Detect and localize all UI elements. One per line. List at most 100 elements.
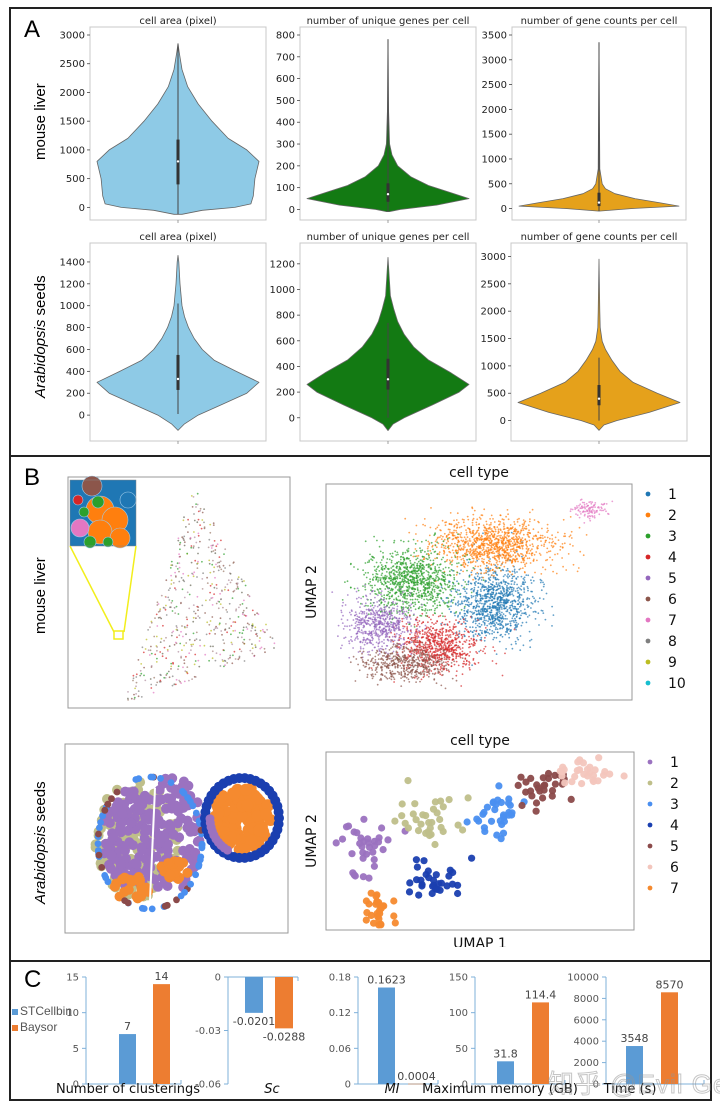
- watermark: 知乎 @Evil Genius: [547, 1069, 720, 1100]
- x-axis-label: MI: [384, 1082, 399, 1097]
- legend-swatch-baysor: [12, 1024, 18, 1031]
- y-tick-label: 500: [487, 389, 506, 400]
- y-tick-label: 0.12: [329, 1008, 351, 1019]
- y-tick-label: 0: [345, 1080, 351, 1091]
- violin-plots: cell area (pixel)05001000150020002500300…: [60, 16, 688, 444]
- y-tick-label: 400: [66, 367, 85, 378]
- legend-label-6: 6: [670, 860, 679, 876]
- y-tick-label: 2000: [481, 307, 506, 318]
- cluster-1: [332, 815, 409, 882]
- violin-chart-a2: number of unique genes per cell 0 100 200 30…: [276, 16, 477, 223]
- y-tick-label: 500: [66, 174, 85, 185]
- y-tick-label: 0.06: [329, 1044, 351, 1055]
- y-tick-label: 1000: [60, 301, 85, 312]
- inset-border: [69, 479, 137, 547]
- y-tick-label: 400: [276, 362, 295, 373]
- bar-chart-c5: 0 2000 4000 6000 8000 10000 3548 8570 Time (s): [567, 973, 705, 1097]
- legend-marker-4: [647, 822, 653, 828]
- legend-label-1: 1: [670, 755, 679, 771]
- inset-cell: [81, 475, 103, 497]
- y-tick-label: 2500: [481, 279, 506, 290]
- y-tick-label: 3000: [482, 55, 507, 66]
- umap-legend: 1 2 3 4 5 6 7: [647, 755, 679, 897]
- y-tick-label: 10000: [567, 973, 599, 984]
- zoom-inset: [69, 475, 137, 549]
- y-tick-label: 2000: [482, 105, 507, 116]
- legend-marker-5: [645, 575, 651, 581]
- legend-label-stcellbin: STCellbin: [20, 1004, 73, 1018]
- seed-cells: [90, 773, 284, 913]
- umap-points: [332, 754, 628, 929]
- y-tick-label: 4000: [574, 1037, 599, 1048]
- legend-marker-3: [647, 801, 653, 807]
- legend-label-2: 2: [668, 508, 677, 524]
- y-tick-label: 200: [276, 161, 295, 172]
- y-tick-label: 0: [289, 205, 295, 216]
- inset-cell: [70, 518, 90, 538]
- bar-chart-c2: 0 -0.03 -0.06 -0.0201 -0.0288 Sc: [195, 973, 305, 1098]
- y-tick-label: 0.18: [329, 973, 351, 984]
- y-tick-label: -0.03: [195, 1026, 221, 1037]
- inset-cell: [109, 527, 131, 549]
- umap-ylabel: UMAP 2: [304, 565, 320, 619]
- y-tick-label: 400: [276, 118, 295, 129]
- bar-baysor: [275, 977, 293, 1029]
- legend-marker-1: [645, 491, 651, 497]
- bar-stcellbin: [378, 987, 395, 1084]
- value-label-stcellbin: -0.0201: [233, 1015, 275, 1028]
- chart-title: cell area (pixel): [139, 16, 216, 27]
- legend-label-5: 5: [668, 571, 677, 587]
- inset-cell: [72, 494, 84, 506]
- legend-marker-5: [647, 843, 653, 849]
- legend-swatch-stcellbin: [12, 1008, 18, 1015]
- y-tick-label: 500: [488, 179, 507, 190]
- cluster-7: [362, 889, 399, 929]
- y-tick-label: 1500: [481, 334, 506, 345]
- y-tick-label: 3000: [60, 31, 85, 42]
- chart-title: number of unique genes per cell: [307, 232, 470, 243]
- value-label-baysor: 8570: [656, 978, 684, 991]
- y-tick-label: 0: [593, 1080, 599, 1091]
- violin-median: [597, 397, 601, 400]
- legend-label-2: 2: [670, 776, 679, 792]
- legend-marker-10: [645, 680, 651, 686]
- y-tick-label: 10: [66, 1008, 79, 1019]
- cluster-3: [341, 532, 501, 660]
- y-tick-label: 1500: [60, 117, 85, 128]
- inset-cell: [83, 535, 97, 549]
- value-label-stcellbin: 31.8: [493, 1047, 518, 1060]
- bar-stcellbin: [497, 1061, 514, 1084]
- bar-stcellbin: [245, 977, 263, 1013]
- bar-chart-c4: 0 50 100 150 31.8 114.4 Maximum memory (GB): [422, 973, 578, 1098]
- legend-marker-6: [645, 596, 651, 602]
- legend-c: STCellbin Baysor: [12, 1003, 72, 1035]
- zoom-line-left: [69, 545, 115, 633]
- value-label-stcellbin: 3548: [621, 1032, 649, 1045]
- y-tick-label: 1500: [482, 130, 507, 141]
- legend-label-6: 6: [668, 592, 677, 608]
- legend-marker-4: [645, 554, 651, 560]
- legend-label-4: 4: [670, 818, 679, 834]
- bar-baysor: [532, 1002, 549, 1084]
- violin-median: [386, 378, 390, 381]
- y-tick-label: 0: [79, 203, 85, 214]
- legend-label-7: 7: [668, 613, 677, 629]
- row-label-b-mouse-liver: mouse liver: [32, 557, 49, 634]
- y-tick-label: 1000: [482, 154, 507, 165]
- panel-letter-c: C: [24, 966, 42, 993]
- value-label-stcellbin: 0.1623: [367, 974, 406, 987]
- bar-chart-c1: 0 5 10 15 7 14 Number of clusterings: [56, 970, 200, 1097]
- y-tick-label: 8000: [574, 994, 599, 1005]
- y-tick-label: 1000: [481, 361, 506, 372]
- violin-chart-a6: number of gene counts per cell 0 500 1000 15…: [481, 232, 688, 444]
- legend-item-stcellbin: STCellbin: [12, 1003, 72, 1019]
- y-tick-label: 2500: [482, 80, 507, 91]
- y-tick-label: 500: [276, 96, 295, 107]
- umap-title: cell type: [450, 733, 510, 749]
- y-tick-label: 600: [66, 345, 85, 356]
- bar-stcellbin: [626, 1046, 643, 1084]
- chart-title: number of gene counts per cell: [521, 232, 678, 243]
